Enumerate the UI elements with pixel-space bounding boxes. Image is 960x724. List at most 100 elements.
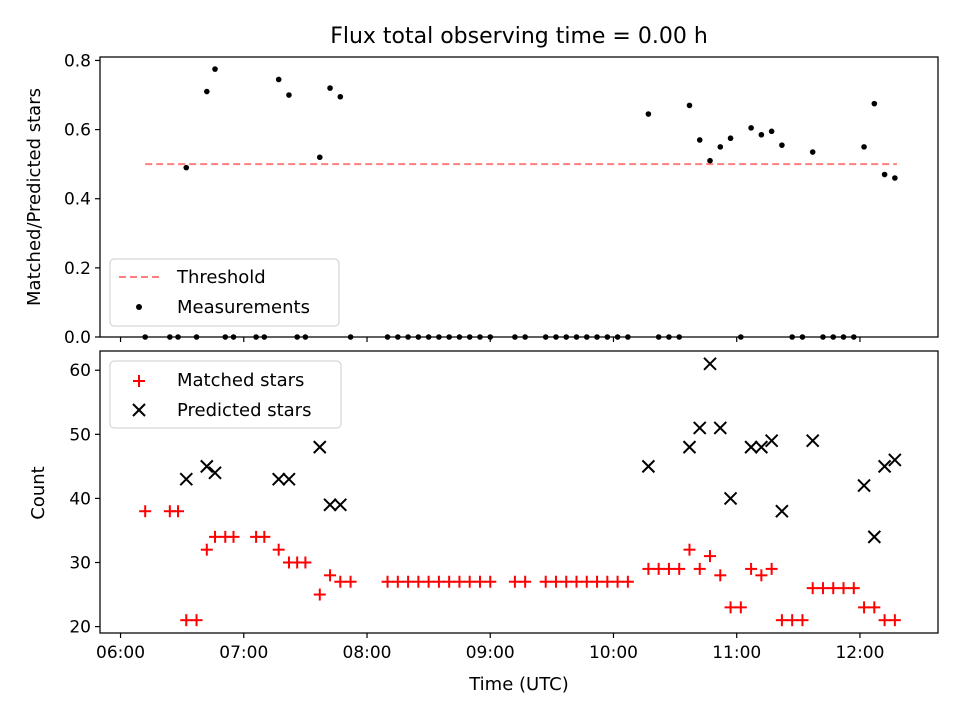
top-y-tick-label: 0.4 [64,190,91,210]
legend-predicted-swatch [132,403,146,417]
matched-star-point [344,575,357,588]
predicted-star-stroke-b [703,357,717,371]
legend-predicted-label: Predicted stars [177,400,311,421]
matched-star-point [299,556,312,569]
predicted-star-point [713,421,727,435]
matched-star-point [827,582,840,595]
measurement-point [204,88,210,95]
predicted-star-stroke-b [282,472,296,486]
predicted-star-point [682,440,697,454]
predicted-star-point [641,459,656,474]
measurement-point [686,102,693,109]
predicted-star-stroke-b [806,434,820,448]
matched-star-point [662,562,675,575]
matched-star-point [868,601,881,614]
predicted-star-point [723,491,738,506]
predicted-star-point [857,478,871,493]
predicted-star-point [179,472,193,486]
measurement-point [748,125,754,131]
top-y-tick-label: 0.6 [64,121,91,141]
matched-star-point [878,614,891,627]
bottom-legend-box [109,360,342,429]
predicted-star-stroke-b [754,440,769,454]
bottom-x-ticks: 06:00 07:00 08:00 09:00 10:00 11:00 12:00 [96,633,884,663]
measurement-point [316,154,323,161]
matched-star-point [786,614,799,627]
predicted-star-stroke-b [313,440,327,454]
matched-star-point [272,543,285,556]
matched-star-point [796,614,809,627]
legend-measurements-label: Measurements [177,297,310,318]
legend-measurements-swatch [136,304,142,310]
ratio-panel: Matched/Predicted stars 0.00.20.40.60.8 … [24,51,939,348]
predicted-star-stroke-b [641,459,656,474]
predicted-star-point [282,472,296,486]
top-y-tick-label: 0.0 [64,328,91,348]
matched-star-point [683,543,696,556]
predicted-star-points [179,357,902,544]
predicted-star-stroke-b [888,453,902,467]
matched-star-point [591,575,604,588]
matched-star-point [453,575,466,588]
measurement-point [758,131,765,138]
matched-star-point [412,575,425,588]
measurement-point [645,111,652,117]
predicted-star-point [703,357,717,371]
top-ylabel: Matched/Predicted stars [24,88,45,306]
bottom-legend: Matched stars Predicted stars [109,360,342,429]
measurement-point [768,128,775,135]
measurement-point [183,164,190,171]
bottom-y-tick-label: 20 [69,618,91,638]
bottom-y-tick-label: 30 [69,554,91,574]
measurement-point [212,66,218,72]
predicted-star-stroke-b [764,434,779,448]
predicted-star-point [754,440,769,454]
matched-star-point [642,562,655,575]
matched-star-point [539,575,552,588]
matched-star-point [816,582,829,595]
matched-star-point [837,582,850,595]
predicted-star-point [208,466,222,480]
matched-star-point [601,575,614,588]
predicted-star-stroke-b [713,421,727,435]
predicted-star-point [806,434,820,448]
predicted-star-stroke-b [723,491,738,506]
top-y-ticks: 0.0 0.2 0.4 0.6 0.8 [64,51,100,348]
matched-star-point [765,562,778,575]
matched-star-point [704,550,717,563]
predicted-star-point [744,440,758,454]
measurement-point [286,92,292,98]
matched-star-point [484,575,497,588]
top-y-tick-label: 0.8 [64,51,91,71]
bottom-axes-frame [99,350,939,634]
predicted-star-stroke-b [693,421,707,435]
predicted-star-point [333,498,348,512]
matched-star-point [227,530,240,543]
predicted-star-point [693,421,707,435]
top-legend: Threshold Measurements [109,258,340,327]
matched-star-point [200,543,213,556]
matched-star-points [139,505,901,627]
matched-star-point [724,601,737,614]
matched-star-point [755,569,768,582]
top-axes-frame [99,56,939,338]
legend-matched-label: Matched stars [177,370,304,391]
matched-star-point [673,562,686,575]
matched-star-point [473,575,486,588]
predicted-star-stroke-b [271,472,286,486]
measurement-point [881,171,888,178]
measurement-point [892,175,898,181]
matched-star-point [858,601,871,614]
matched-star-point [422,575,435,588]
matched-star-point [806,582,819,595]
predicted-star-stroke-b [682,440,697,454]
predicted-star-point [775,504,789,518]
matched-star-point [570,575,583,588]
bottom-y-tick-label: 60 [69,361,91,381]
predicted-star-point [877,459,892,474]
bottom-xlabel: Time (UTC) [468,674,569,695]
matched-star-point [334,575,347,588]
matched-star-point [580,575,593,588]
predicted-star-point [313,440,327,454]
predicted-star-point [323,498,337,512]
